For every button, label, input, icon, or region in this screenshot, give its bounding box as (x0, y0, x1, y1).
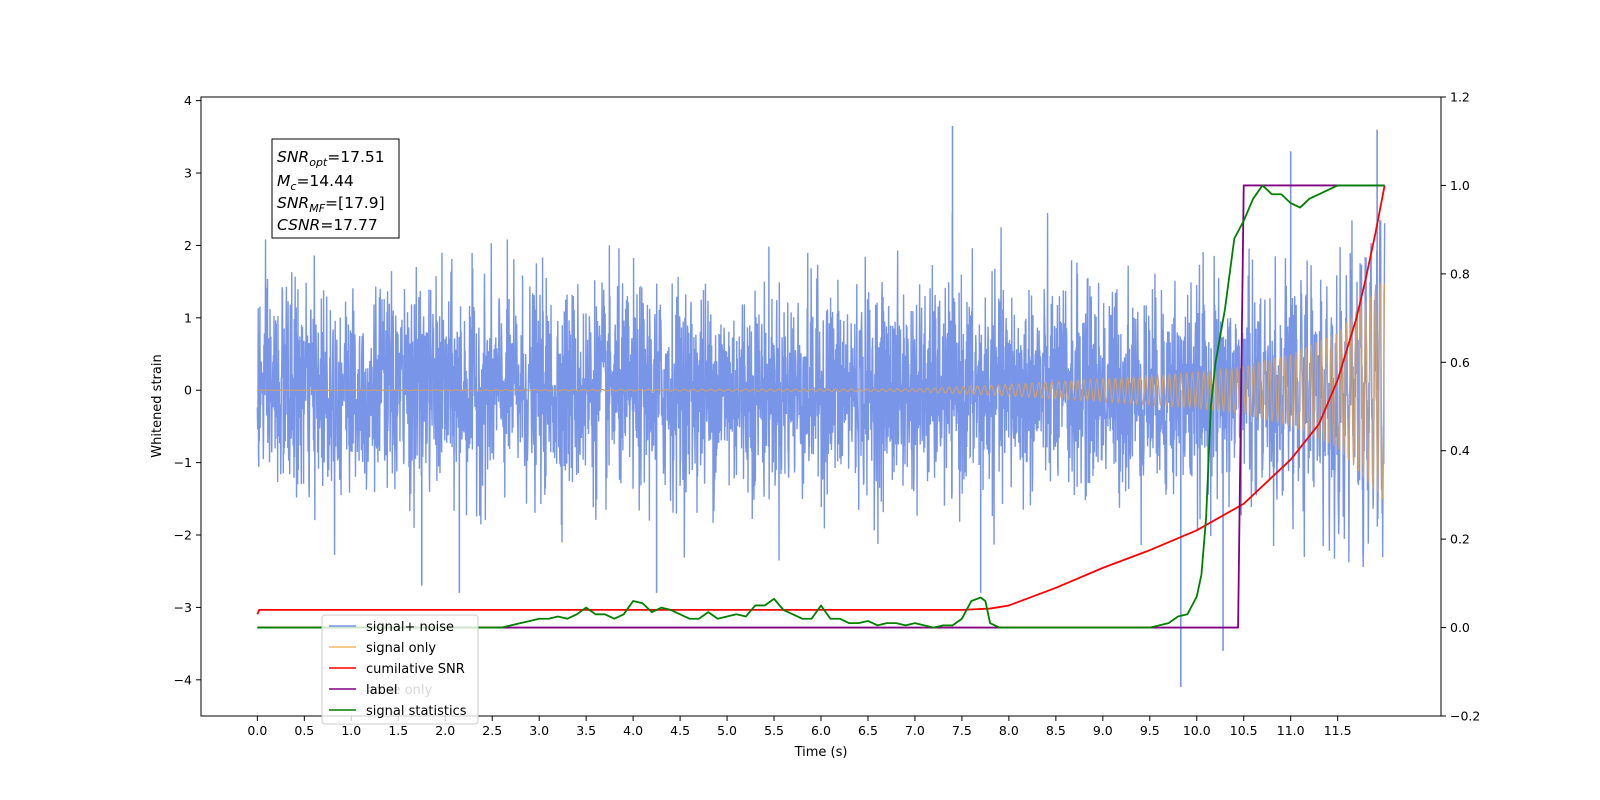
x-tick-label: 0.0 (247, 723, 267, 738)
annotation-frame (271, 138, 400, 239)
legend-label-signal-statistics: signal statistics (366, 704, 467, 719)
y-right-tick-label: 1.2 (1450, 90, 1470, 105)
y-left-tick-label: 2 (184, 238, 192, 253)
series-layer (256, 125, 1386, 688)
y-left-tick-label: −2 (174, 528, 192, 543)
annotation-line: Mc=14.44 (277, 172, 354, 193)
y-left-tick-label: 3 (184, 166, 192, 181)
y-right-tick-label: 0.2 (1450, 532, 1470, 547)
x-tick-label: 8.0 (999, 723, 1019, 738)
y-left-tick-label: −4 (174, 672, 192, 687)
x-tick-label: 2.5 (482, 723, 502, 738)
y-right-tick-label: 0.8 (1450, 266, 1470, 281)
annotation-line: CSNR=17.77 (277, 216, 378, 234)
y-axis-left: 4 3 2 1 0 −1 −2 −3 −4 (174, 93, 201, 687)
legend-label-noise-only: noise only (366, 683, 433, 698)
x-tick-label: 7.5 (952, 723, 972, 738)
signal-noise-series (256, 212, 1386, 568)
y-left-tick-label: 0 (184, 383, 192, 398)
x-tick-label: 7.0 (905, 723, 925, 738)
x-tick-label: 6.5 (858, 723, 878, 738)
x-tick-label: 1.0 (341, 723, 361, 738)
label-series (257, 184, 1385, 629)
x-axis-label: Time (s) (794, 745, 848, 760)
annotation-line: SNRMF=[17.9] (277, 194, 385, 215)
annotation-box: SNRopt=17.51 Mc=14.44 SNRMF=[17.9] CSNR=… (271, 138, 400, 239)
x-tick-label: 6.0 (811, 723, 831, 738)
x-tick-label: 3.5 (576, 723, 596, 738)
y-right-tick-label: 0.6 (1450, 355, 1470, 370)
y-right-tick-label: 0.0 (1450, 620, 1470, 635)
x-tick-label: 9.0 (1093, 723, 1113, 738)
x-tick-label: 10.0 (1183, 723, 1211, 738)
x-tick-label: 5.0 (717, 723, 737, 738)
x-tick-label: 0.5 (294, 723, 314, 738)
x-tick-label: 2.0 (435, 723, 455, 738)
legend-label-signal-noise: signal+ noise (366, 620, 454, 635)
y-right-tick-label: 0.4 (1450, 443, 1470, 458)
legend: signal+ noise signal only cumilative SNR… (321, 614, 479, 725)
y-axis-label-left: Whitened strain (150, 354, 165, 457)
x-tick-label: 11.5 (1324, 723, 1352, 738)
x-tick-label: 11.0 (1277, 723, 1305, 738)
x-tick-label: 9.5 (1140, 723, 1160, 738)
y-left-tick-label: −1 (174, 455, 192, 470)
y-left-tick-label: −3 (174, 600, 192, 615)
x-tick-label: 10.5 (1230, 723, 1258, 738)
y-right-tick-label: 1.0 (1450, 178, 1470, 193)
y-right-tick-label: −0.2 (1450, 709, 1480, 724)
x-tick-label: 1.5 (388, 723, 408, 738)
legend-frame (321, 614, 479, 725)
signal-statistics-series (257, 184, 1385, 629)
legend-label-cumulative-snr: cumilative SNR (366, 662, 465, 677)
x-axis: 0.0 0.5 1.0 1.5 2.0 2.5 3.0 3.5 4.0 4.5 5.0 5.5 6.0 6… (247, 716, 1352, 738)
legend-label-signal-only: signal only (366, 641, 436, 656)
x-tick-label: 3.0 (529, 723, 549, 738)
annotation-line: SNRopt=17.51 (277, 148, 385, 169)
x-tick-label: 8.5 (1046, 723, 1066, 738)
x-tick-label: 5.5 (764, 723, 784, 738)
x-tick-label: 4.0 (623, 723, 643, 738)
legend-label-label: label (366, 683, 397, 698)
y-left-tick-label: 1 (184, 310, 192, 325)
cumilative-snr-series (256, 185, 1386, 615)
signal-only-series (257, 283, 1386, 499)
y-left-tick-label: 4 (184, 93, 192, 108)
x-tick-label: 4.5 (670, 723, 690, 738)
y-axis-right: 1.2 1.0 0.8 0.6 0.4 0.2 0.0 −0.2 (1441, 90, 1480, 724)
